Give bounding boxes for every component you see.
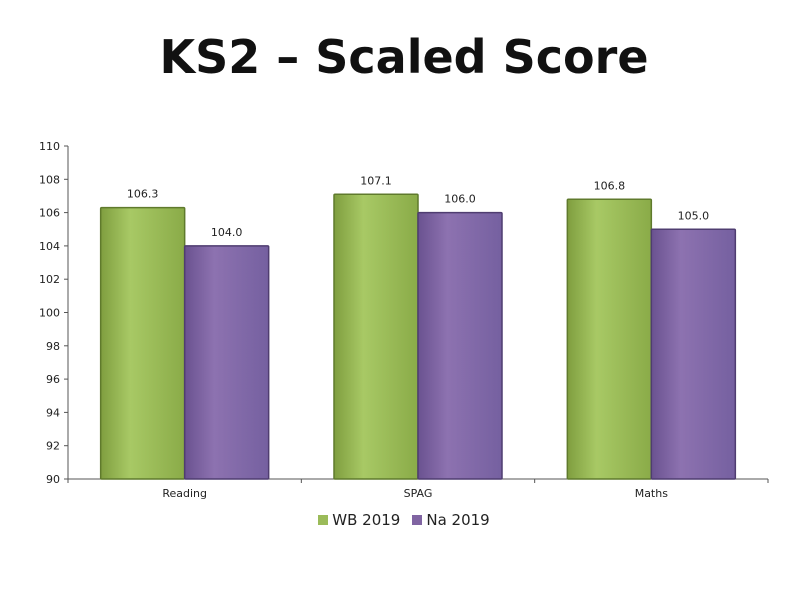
bar-wb-2019	[566, 198, 653, 480]
y-tick-label: 98	[46, 340, 60, 353]
legend-label: WB 2019	[332, 511, 401, 529]
chart-legend: WB 2019 Na 2019	[0, 511, 808, 529]
y-tick-label: 106	[39, 207, 60, 220]
y-tick-label: 100	[39, 307, 60, 320]
bar-value-label: 106.0	[444, 193, 476, 206]
bar-na-2019	[650, 228, 737, 480]
bar-wb-2019	[99, 206, 186, 480]
y-tick-label: 104	[39, 240, 60, 253]
legend-label: Na 2019	[426, 511, 490, 529]
y-tick-label: 92	[46, 440, 60, 453]
chart-bars	[99, 193, 737, 480]
legend-item: Na 2019	[412, 511, 490, 529]
x-category-label: Maths	[635, 487, 669, 500]
y-tick-label: 110	[39, 140, 60, 153]
bar-na-2019	[417, 211, 503, 480]
bar-value-label: 107.1	[360, 174, 392, 187]
bar-value-label: 104.0	[211, 226, 243, 239]
y-tick-label: 94	[46, 406, 60, 419]
x-category-label: Reading	[162, 487, 207, 500]
y-tick-label: 90	[46, 473, 60, 486]
y-tick-label: 102	[39, 273, 60, 286]
bar-value-label: 106.8	[594, 179, 626, 192]
legend-swatch	[318, 515, 329, 525]
legend-swatch	[412, 515, 423, 525]
legend-item: WB 2019	[318, 511, 400, 529]
bar-wb-2019	[333, 193, 419, 480]
chart-labels: Reading 106.3 104.0 SPAG 107.1 106.0 Maths 106.…	[127, 174, 709, 500]
x-category-label: SPAG	[404, 487, 433, 500]
bar-value-label: 105.0	[678, 209, 710, 222]
chart-title: KS2 – Scaled Score	[159, 30, 649, 84]
bar-na-2019	[183, 245, 270, 480]
y-tick-label: 96	[46, 373, 60, 386]
bar-value-label: 106.3	[127, 188, 159, 201]
y-tick-label: 108	[39, 173, 60, 186]
